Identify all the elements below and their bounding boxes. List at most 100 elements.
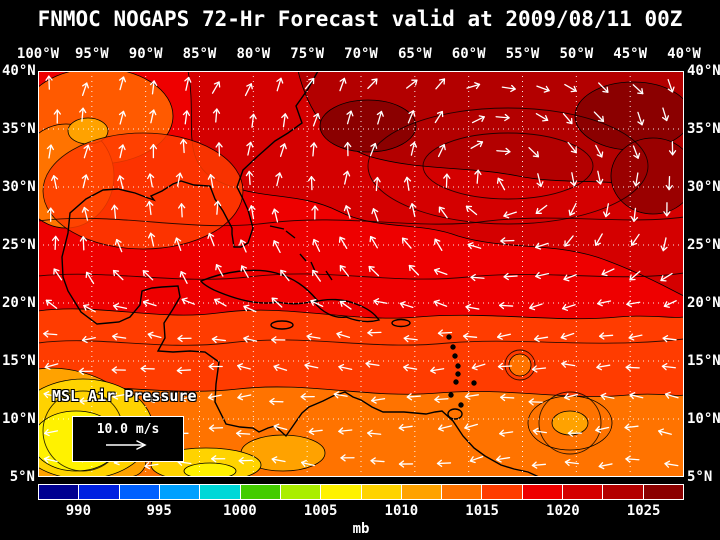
wind-arrow	[598, 332, 614, 340]
wind-arrow	[140, 364, 155, 373]
wind-arrow	[207, 174, 215, 189]
colorbar-segment	[200, 485, 241, 499]
wind-arrow	[142, 299, 157, 307]
wind-arrow	[117, 175, 125, 190]
wind-arrow	[111, 366, 126, 374]
field-label: MSL Air Pressure	[52, 387, 197, 405]
wind-arrow	[142, 270, 154, 281]
wind-arrow	[246, 141, 254, 156]
wind-arrow	[81, 82, 89, 97]
wind-arrow	[346, 110, 354, 125]
wind-arrow	[177, 334, 192, 343]
wind-arrow	[403, 335, 418, 343]
wind-arrow	[245, 170, 254, 186]
wind-arrow	[495, 113, 510, 122]
wind-arrow	[208, 362, 223, 371]
wind-arrow	[211, 81, 221, 94]
wind-arrow	[567, 141, 577, 154]
wind-arrow	[465, 303, 480, 312]
wind-arrow	[434, 395, 449, 404]
wind-arrow	[273, 364, 288, 372]
wind-arrow	[112, 333, 127, 341]
wind-arrow	[369, 235, 378, 249]
wind-arrow	[430, 366, 445, 374]
wind-arrow	[471, 115, 485, 124]
wind-arrow	[598, 82, 609, 93]
wind-arrow	[43, 390, 58, 399]
wind-arrow	[569, 172, 578, 187]
colorbar-ticks: 990 995 1000 1005 1010 1015 1020 1025	[0, 503, 720, 520]
wind-arrow	[79, 236, 88, 251]
lat-tick-label: 15°N	[687, 353, 720, 369]
wind-arrow	[532, 427, 547, 435]
wind-arrow	[271, 297, 283, 308]
wind-arrow	[238, 457, 253, 465]
wind-arrow	[149, 143, 158, 159]
wind-arrow	[53, 268, 63, 281]
wind-arrow	[536, 85, 550, 93]
wind-arrow	[333, 391, 348, 399]
lat-tick-label: 20°N	[2, 295, 36, 311]
wind-arrow	[112, 269, 124, 281]
wind-arrow	[598, 462, 613, 470]
wind-arrow	[112, 392, 127, 400]
wind-arrow	[564, 458, 580, 467]
wind-arrow	[311, 205, 319, 220]
colorbar-segment	[119, 485, 160, 499]
wind-arrow	[624, 423, 639, 431]
lat-tick-label: 40°N	[687, 63, 720, 79]
wind-arrow	[564, 235, 574, 247]
lat-tick-label: 15°N	[2, 353, 36, 369]
wind-arrow	[433, 267, 448, 276]
wind-arrow	[281, 113, 289, 128]
wind-arrow	[174, 237, 182, 251]
lat-tick-label: 20°N	[687, 295, 720, 311]
wind-arrow	[562, 303, 576, 311]
wind-arrow	[176, 366, 192, 375]
wind-arrow	[500, 237, 515, 245]
wind-arrow	[408, 264, 420, 276]
wind-arrow	[630, 233, 640, 246]
lat-tick-label: 40°N	[2, 63, 36, 79]
wind-arrow	[81, 335, 96, 344]
wind-arrow	[601, 268, 615, 277]
wind-arrow	[497, 362, 513, 371]
wind-arrow	[471, 363, 486, 371]
wind-arrow	[568, 202, 577, 216]
wind-arrow	[78, 367, 93, 375]
lat-tick-label: 25°N	[687, 237, 720, 253]
wind-arrow	[403, 176, 412, 191]
colorbar-tick-label: 1020	[546, 503, 580, 519]
wind-arrow	[181, 297, 195, 305]
colorbar-segment	[240, 485, 281, 499]
lat-tick-label: 35°N	[687, 121, 720, 137]
wind-arrow	[663, 300, 677, 308]
wind-arrow	[436, 459, 452, 467]
wind-arrow	[243, 335, 258, 343]
wind-arrow	[499, 429, 514, 437]
wind-arrow	[535, 271, 550, 280]
wind-scale-box: 10.0 m/s	[72, 416, 184, 462]
wind-arrow	[564, 83, 577, 93]
coastline	[61, 71, 540, 477]
wind-arrow	[534, 334, 549, 343]
wind-arrow	[367, 78, 378, 90]
wind-arrow	[370, 457, 385, 465]
wind-arrow	[214, 298, 227, 307]
colorbar-tick-label: 990	[65, 503, 92, 519]
colorbar-segment	[603, 485, 644, 499]
lon-tick-label: 100°W	[16, 46, 60, 62]
wind-arrow	[338, 236, 348, 250]
colorbar-unit: mb	[352, 521, 370, 537]
colorbar-tick-label: 995	[146, 503, 172, 519]
wind-arrow	[147, 173, 155, 188]
wind-arrow	[114, 238, 123, 253]
wind-arrow	[535, 113, 549, 122]
colorbar-tick-label: 1005	[303, 503, 338, 519]
wind-arrow	[531, 461, 547, 469]
lon-tick-label: 75°W	[290, 46, 325, 62]
wind-arrow	[83, 144, 91, 159]
wind-arrow	[118, 76, 127, 91]
wind-arrow	[248, 205, 256, 220]
wind-arrow	[562, 112, 573, 125]
